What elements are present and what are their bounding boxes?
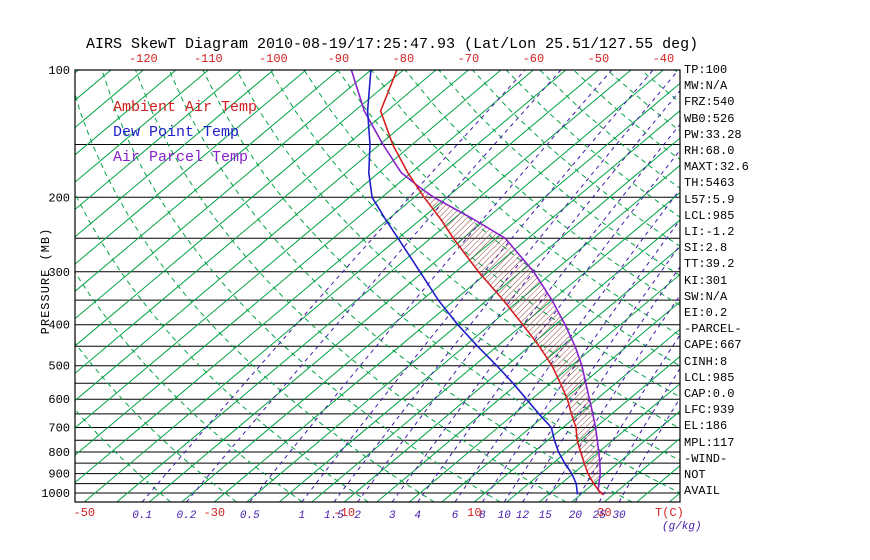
axis-label: 1	[298, 510, 305, 522]
stat-line: WB0:526	[684, 111, 735, 126]
axis-label: 30	[597, 506, 611, 520]
axis-label: 3	[389, 510, 396, 522]
axis-label: -70	[458, 52, 480, 66]
stat-line: -WIND-	[684, 451, 728, 466]
stat-line: SI:2.8	[684, 241, 728, 256]
stat-line: PW:33.28	[684, 127, 742, 142]
stat-line: EI:0.2	[684, 306, 728, 321]
axis-label: 800	[48, 446, 70, 460]
stat-line: KI:301	[684, 273, 728, 288]
axis-label: 4	[414, 510, 421, 522]
axis-label: -50	[74, 506, 96, 520]
stat-line: MPL:117	[684, 435, 735, 450]
stat-line: TH:5463	[684, 176, 735, 191]
stat-line: AVAIL	[684, 484, 721, 499]
axis-label: 10	[498, 510, 512, 522]
stat-line: SW:N/A	[684, 289, 728, 304]
axis-label: 300	[48, 266, 70, 280]
pressure-tick-labels: 100 200 300 400 500 600 700 800 900 1000	[41, 64, 70, 501]
mixing-ratio-labels: 0.1 0.2 0.5 1 1.5 2 3 4 6 8 10 12 15 20 25 30 (g/kg)	[132, 510, 701, 533]
axis-label: 200	[48, 191, 70, 205]
axis-label: 1000	[41, 487, 70, 501]
axis-label: 100	[48, 64, 70, 78]
dry-adiabat-lines	[75, 70, 680, 502]
axis-label: 700	[48, 421, 70, 435]
axis-label: 25	[593, 510, 607, 522]
stat-line: -PARCEL-	[684, 322, 742, 337]
stats-panel: TP:100 MW:N/A FRZ:540 WB0:526 PW:33.28 RH:68.…	[684, 62, 749, 499]
axis-label: 1.5	[324, 510, 344, 522]
axis-label: 15	[539, 510, 553, 522]
stat-line: FRZ:540	[684, 95, 735, 110]
axis-label: 600	[48, 393, 70, 407]
legend-dew-point-temp: Dew Point Temp	[113, 124, 240, 141]
air-parcel-temp-curve	[350, 70, 605, 496]
chart-title: AIRS SkewT Diagram 2010-08-19/17:25:47.9…	[86, 36, 699, 53]
axis-label: 0.1	[132, 510, 152, 522]
stat-line: CAP:0.0	[684, 387, 735, 402]
axis-label: 0.2	[177, 510, 197, 522]
stat-line: TT:39.2	[684, 257, 735, 272]
stat-line: MAXT:32.6	[684, 160, 749, 175]
axis-label: -120	[129, 52, 158, 66]
axis-label: -90	[328, 52, 350, 66]
axis-label: -40	[653, 52, 675, 66]
axis-label: -110	[194, 52, 223, 66]
axis-label: 20	[569, 510, 583, 522]
chart-legend: Ambient Air Temp Dew Point Temp Air Parc…	[113, 95, 257, 170]
stat-line: RH:68.0	[684, 144, 735, 159]
dew-point-curve	[366, 70, 579, 495]
axis-label: -10	[334, 506, 356, 520]
axis-label: -100	[259, 52, 288, 66]
axis-label: 10	[467, 506, 481, 520]
top-temp-labels: -120 -110 -100 -90 -80 -70 -60 -50 -40	[129, 52, 674, 66]
stat-line: LCL:985	[684, 208, 735, 223]
legend-air-parcel-temp: Air Parcel Temp	[113, 149, 249, 166]
stat-line: EL:186	[684, 419, 728, 434]
stat-line: L57:5.9	[684, 192, 735, 207]
cape-hatch-region	[419, 188, 601, 484]
axis-label: -60	[523, 52, 545, 66]
axis-label: (g/kg)	[662, 521, 702, 533]
stat-line: TP:100	[684, 63, 728, 77]
bottom-temp-labels: -50 -30 -10 10 30 T(C)	[74, 506, 684, 520]
stat-line: LCL:985	[684, 370, 735, 385]
stat-line: LI:-1.2	[684, 225, 735, 240]
axis-label: -30	[204, 506, 226, 520]
ambient-temp-curve	[379, 70, 604, 496]
axis-label: -50	[588, 52, 610, 66]
stat-line: CAPE:667	[684, 338, 742, 353]
axis-label: 900	[48, 468, 70, 482]
stat-line: MW:N/A	[684, 79, 728, 94]
axis-label: 30	[612, 510, 626, 522]
plot-frame	[74, 69, 681, 503]
axis-label: 0.5	[240, 510, 260, 522]
axis-label: 2	[354, 510, 361, 522]
axis-label: 12	[516, 510, 530, 522]
sounding-curves	[350, 70, 605, 496]
legend-ambient-air-temp: Ambient Air Temp	[113, 99, 258, 116]
axis-label: -80	[393, 52, 415, 66]
stat-line: NOT	[684, 468, 706, 483]
axis-label: T(C)	[655, 506, 684, 520]
plot-area	[75, 70, 680, 502]
axis-label: 400	[48, 319, 70, 333]
axis-label: 8	[479, 510, 486, 522]
stat-line: CINH:8	[684, 354, 728, 369]
axis-label: 6	[452, 510, 459, 522]
axis-label: 500	[48, 360, 70, 374]
stat-line: LFC:939	[684, 403, 735, 418]
